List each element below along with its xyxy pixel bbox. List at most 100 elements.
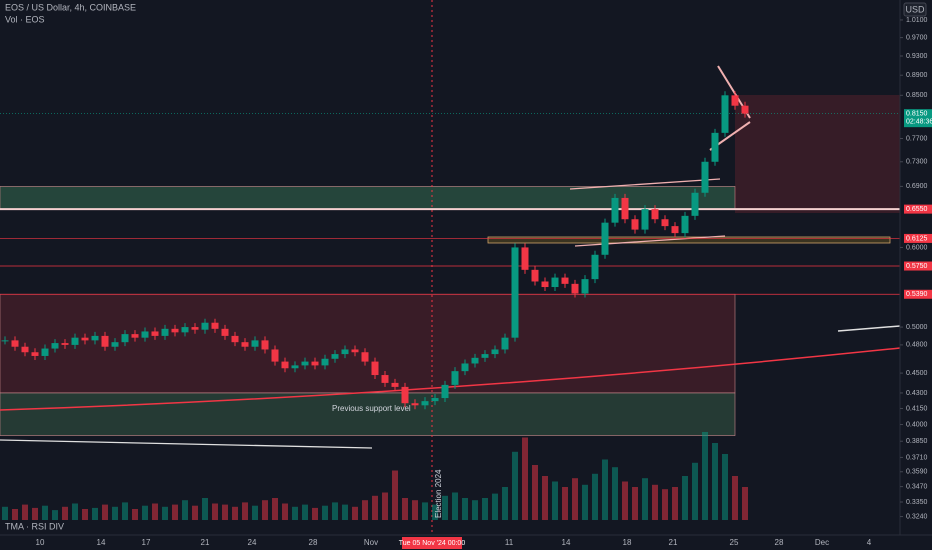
currency-button[interactable]	[903, 2, 927, 17]
time-axis	[0, 535, 932, 550]
candle-body	[91, 335, 99, 341]
volume-bar	[262, 500, 268, 520]
candle-body	[251, 340, 259, 347]
x-tick-label: Nov	[364, 538, 378, 547]
volume-bar	[122, 502, 128, 520]
candle-body	[331, 354, 339, 359]
volume-bar	[422, 502, 428, 520]
candle-body	[191, 327, 199, 330]
volume-bar	[72, 503, 78, 520]
candle-body	[81, 337, 89, 341]
volume-bar	[132, 509, 138, 520]
candle-body	[21, 346, 29, 353]
y-tick-label: 0.5000	[906, 324, 928, 331]
volume-bar	[732, 476, 738, 520]
volume-bar	[552, 481, 558, 520]
volume-bar	[182, 500, 188, 520]
volume-bar	[662, 489, 668, 520]
candle-body	[521, 247, 529, 270]
candle-body	[481, 354, 489, 358]
candle-body	[541, 281, 549, 288]
volume-bar	[232, 506, 238, 520]
candle-body	[531, 269, 539, 282]
volume-bar	[2, 506, 8, 520]
indicator-label: TMA · RSI DIV	[5, 521, 64, 531]
moving-average	[0, 347, 901, 411]
volume-bar	[522, 437, 528, 520]
price-tag-label: 0.6550	[906, 206, 928, 213]
candle-body	[741, 105, 749, 114]
x-tick-label: 18	[623, 538, 632, 547]
y-tick-label: 0.3850	[906, 438, 928, 445]
candle-body	[491, 349, 499, 355]
volume-bar	[502, 487, 508, 520]
candle-body	[311, 361, 319, 366]
volume-bar	[62, 506, 68, 520]
volume-bar	[352, 506, 358, 520]
header-title: EOS / US Dollar, 4h, COINBASE	[5, 2, 136, 12]
volume-bar	[682, 476, 688, 520]
price-tag	[904, 109, 932, 128]
candle-body	[101, 335, 109, 347]
candle-body	[501, 337, 509, 350]
volume-label: Vol · EOS	[5, 14, 45, 24]
volume-bar	[92, 507, 98, 520]
trend-line	[574, 235, 726, 247]
candle-body	[281, 361, 289, 369]
volume-bar	[492, 493, 498, 520]
candle-body	[601, 222, 609, 255]
candle-body	[361, 352, 369, 362]
y-tick-label: 0.4800	[906, 342, 928, 349]
candle-body	[711, 132, 719, 162]
y-tick-label: 0.4150	[906, 405, 928, 412]
candle-body	[341, 349, 349, 355]
volume-bar	[672, 487, 678, 520]
candle-body	[231, 335, 239, 343]
y-tick-label: 0.4000	[906, 421, 928, 428]
y-tick-label: 0.6000	[906, 244, 928, 251]
candle-body	[611, 197, 619, 223]
candle-body	[71, 337, 79, 345]
x-tick-label: 14	[97, 538, 106, 547]
candle-body	[1, 340, 9, 342]
volume-bar	[252, 505, 258, 520]
volume-bar	[642, 478, 648, 520]
candle-body	[201, 322, 209, 330]
volume-bar	[562, 487, 568, 520]
volume-bar	[332, 502, 338, 520]
volume-bar	[542, 476, 548, 520]
volume-bar	[112, 506, 118, 520]
candle-body	[121, 334, 129, 343]
x-tick-label: 21	[669, 538, 678, 547]
volume-bar	[292, 506, 298, 520]
volume-bar	[702, 432, 708, 520]
candle-body	[631, 219, 639, 230]
candle-body	[171, 328, 179, 333]
currency-text[interactable]: USD	[905, 4, 925, 14]
candle-body	[381, 375, 389, 383]
volume-bar	[572, 478, 578, 520]
volume-bar	[602, 459, 608, 520]
volume-bar	[392, 470, 398, 520]
candle-body	[681, 215, 689, 234]
x-tick-label: Dec	[815, 538, 829, 547]
candle-body	[661, 219, 669, 227]
volume-bar	[742, 487, 748, 520]
trend-line	[0, 439, 373, 449]
y-tick-label: 0.9700	[906, 34, 928, 41]
price-zone	[0, 293, 736, 394]
volume-bar	[652, 484, 658, 520]
candle-body	[431, 398, 439, 402]
volume-bar	[362, 500, 368, 520]
candle-body	[31, 352, 39, 356]
candle-body	[141, 331, 149, 338]
volume-bar	[472, 500, 478, 520]
x-tick-label: 4	[867, 538, 872, 547]
volume-bar	[152, 503, 158, 520]
volume-bar	[302, 504, 308, 520]
candle-body	[441, 384, 449, 399]
candle-body	[551, 277, 559, 288]
candle-body	[591, 254, 599, 280]
price-tag-label: 0.5750	[906, 263, 928, 270]
price-tag-label: 0.6125	[906, 235, 928, 242]
